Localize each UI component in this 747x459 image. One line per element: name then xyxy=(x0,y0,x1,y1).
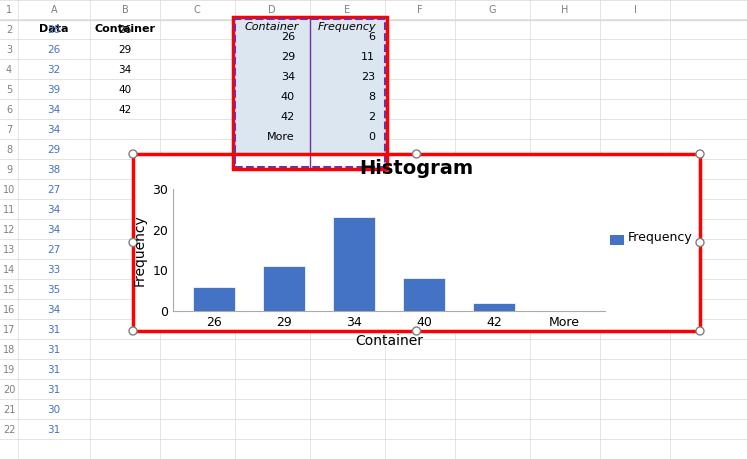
Circle shape xyxy=(412,150,421,158)
Bar xyxy=(403,279,445,311)
Text: 17: 17 xyxy=(3,325,15,335)
Text: I: I xyxy=(633,5,636,15)
Bar xyxy=(133,154,700,331)
Circle shape xyxy=(129,239,137,246)
Text: 16: 16 xyxy=(3,305,15,315)
Text: 4: 4 xyxy=(6,65,12,75)
Bar xyxy=(235,19,385,167)
Text: 34: 34 xyxy=(118,65,131,75)
Text: 7: 7 xyxy=(6,125,12,135)
Text: 3: 3 xyxy=(6,45,12,55)
Text: More: More xyxy=(267,132,295,142)
Text: 33: 33 xyxy=(47,265,61,275)
Text: 27: 27 xyxy=(47,185,61,195)
Bar xyxy=(193,286,235,311)
Text: 26: 26 xyxy=(47,45,61,55)
Text: 42: 42 xyxy=(281,112,295,122)
Bar xyxy=(610,235,624,245)
Text: 8: 8 xyxy=(6,145,12,155)
Text: 13: 13 xyxy=(3,245,15,255)
Bar xyxy=(233,17,387,169)
Text: 40: 40 xyxy=(281,92,295,102)
Text: 31: 31 xyxy=(47,345,61,355)
Text: 9: 9 xyxy=(6,165,12,175)
Text: E: E xyxy=(344,5,350,15)
Text: 20: 20 xyxy=(3,385,15,395)
Text: 2: 2 xyxy=(6,25,12,35)
Text: 15: 15 xyxy=(3,285,15,295)
Text: 26: 26 xyxy=(118,25,131,35)
Text: C: C xyxy=(193,5,200,15)
Text: 2: 2 xyxy=(368,112,375,122)
Text: 1: 1 xyxy=(6,5,12,15)
Text: Container: Container xyxy=(95,24,155,34)
Text: 42: 42 xyxy=(118,105,131,115)
Text: F: F xyxy=(417,5,423,15)
Text: Histogram: Histogram xyxy=(359,159,474,179)
Text: 11: 11 xyxy=(3,205,15,215)
Text: 31: 31 xyxy=(47,365,61,375)
Text: 28: 28 xyxy=(47,25,61,35)
Text: 29: 29 xyxy=(281,52,295,62)
Text: 39: 39 xyxy=(47,85,61,95)
Text: Frequency: Frequency xyxy=(628,231,692,244)
Text: 31: 31 xyxy=(47,425,61,435)
Bar xyxy=(473,303,515,311)
Text: 34: 34 xyxy=(47,305,61,315)
Text: 5: 5 xyxy=(6,85,12,95)
Text: 27: 27 xyxy=(47,245,61,255)
Circle shape xyxy=(129,327,137,335)
Text: 6: 6 xyxy=(6,105,12,115)
Text: 29: 29 xyxy=(47,145,61,155)
Text: 6: 6 xyxy=(368,32,375,42)
Text: 26: 26 xyxy=(281,32,295,42)
Text: D: D xyxy=(268,5,276,15)
Y-axis label: Frequency: Frequency xyxy=(133,214,146,286)
Text: 12: 12 xyxy=(3,225,15,235)
Text: 10: 10 xyxy=(3,185,15,195)
Text: 0: 0 xyxy=(368,132,375,142)
Text: 29: 29 xyxy=(118,45,131,55)
Text: 32: 32 xyxy=(47,65,61,75)
Text: H: H xyxy=(561,5,568,15)
Text: 21: 21 xyxy=(3,405,15,415)
Text: Container: Container xyxy=(245,22,300,32)
Text: A: A xyxy=(51,5,58,15)
Text: 34: 34 xyxy=(47,125,61,135)
Text: 14: 14 xyxy=(3,265,15,275)
Circle shape xyxy=(696,239,704,246)
Text: 40: 40 xyxy=(119,85,131,95)
Text: Frequency: Frequency xyxy=(317,22,376,32)
Circle shape xyxy=(129,150,137,158)
Text: 30: 30 xyxy=(48,405,61,415)
Text: 34: 34 xyxy=(281,72,295,82)
Text: 34: 34 xyxy=(47,205,61,215)
Text: 23: 23 xyxy=(361,72,375,82)
Circle shape xyxy=(696,327,704,335)
Text: 34: 34 xyxy=(47,105,61,115)
X-axis label: Container: Container xyxy=(355,335,423,348)
Bar xyxy=(263,266,305,311)
Text: B: B xyxy=(122,5,128,15)
Text: Data: Data xyxy=(40,24,69,34)
Bar xyxy=(133,154,700,331)
Text: 8: 8 xyxy=(368,92,375,102)
Text: 38: 38 xyxy=(47,165,61,175)
Text: 18: 18 xyxy=(3,345,15,355)
Circle shape xyxy=(696,150,704,158)
Text: 11: 11 xyxy=(361,52,375,62)
Bar xyxy=(235,19,385,167)
Text: 34: 34 xyxy=(47,225,61,235)
Text: 31: 31 xyxy=(47,325,61,335)
Text: 31: 31 xyxy=(47,385,61,395)
Text: 19: 19 xyxy=(3,365,15,375)
Circle shape xyxy=(412,327,421,335)
Bar xyxy=(333,218,375,311)
Text: 22: 22 xyxy=(3,425,15,435)
Text: 35: 35 xyxy=(47,285,61,295)
Text: G: G xyxy=(489,5,496,15)
